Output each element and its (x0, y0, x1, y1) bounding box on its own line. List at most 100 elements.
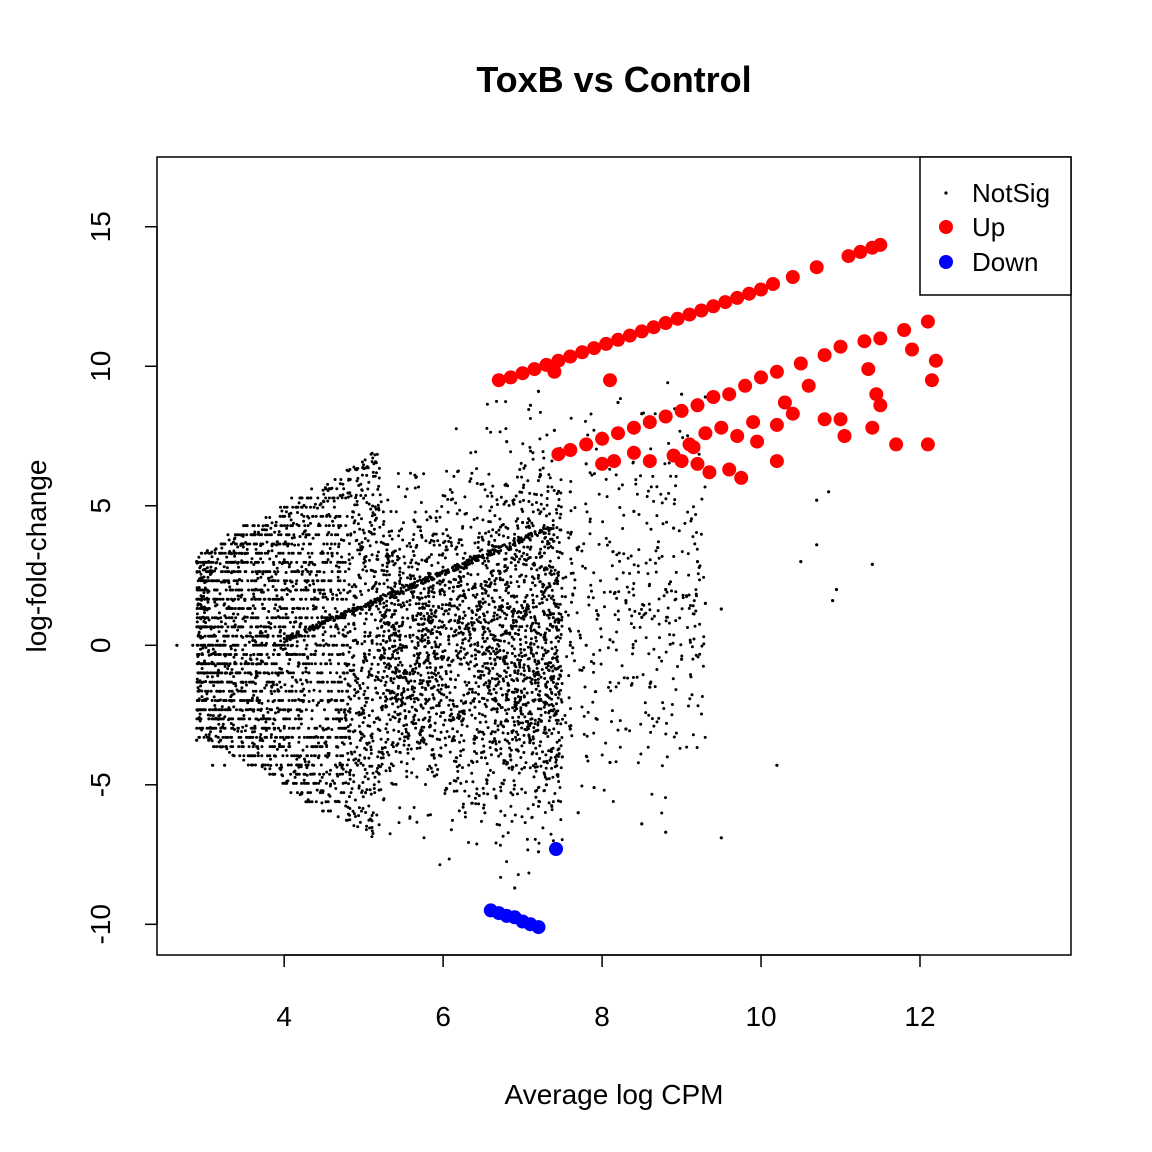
up-point (551, 447, 566, 462)
up-point (873, 398, 888, 413)
up-point (785, 270, 800, 284)
up-point (658, 316, 673, 330)
up-point (690, 456, 705, 471)
up-point (575, 345, 590, 360)
up-point (777, 395, 792, 410)
x-tick-label: 6 (435, 1001, 451, 1032)
up-point (702, 465, 717, 480)
up-point (817, 348, 832, 363)
y-tick-label: 15 (85, 211, 116, 242)
up-point (515, 366, 530, 381)
up-point (873, 331, 888, 346)
x-tick-label: 12 (904, 1001, 935, 1032)
up-point (599, 336, 614, 351)
up-point (722, 462, 737, 477)
up-point (734, 470, 749, 485)
up-point (714, 420, 729, 435)
up-point (920, 314, 935, 329)
notsig-point (775, 763, 779, 767)
up-point (491, 373, 506, 388)
notsig-point (827, 490, 831, 494)
x-axis: 4 6 8 10 12 (276, 954, 936, 1032)
x-tick-label: 10 (745, 1001, 776, 1032)
up-point (694, 303, 709, 318)
y-axis-label: log-fold-change (21, 459, 52, 652)
notsig-point (719, 607, 723, 611)
legend-marker-notsig (944, 191, 948, 195)
up-point (865, 420, 880, 435)
up-point (611, 426, 625, 441)
up-point (579, 437, 594, 452)
notsig-point (672, 526, 676, 530)
notsig-point (552, 601, 557, 606)
up-point (666, 448, 681, 463)
notsig-point (624, 727, 628, 731)
notsig-point (834, 587, 839, 592)
up-point (626, 420, 641, 435)
notsig-point (544, 783, 549, 787)
up-point (754, 370, 768, 385)
notsig-point-cloud (195, 381, 707, 879)
legend-marker-down (939, 255, 953, 269)
notsig-point (576, 811, 580, 815)
legend-label-down: Down (972, 247, 1038, 277)
up-point (785, 406, 800, 421)
legend-label-notsig: NotSig (972, 178, 1050, 208)
chart-title: ToxB vs Control (476, 59, 751, 100)
up-point (920, 437, 935, 452)
up-point (551, 353, 566, 368)
notsig-point (568, 727, 572, 731)
notsig-point (505, 440, 509, 444)
notsig-point (191, 643, 195, 647)
up-point (801, 378, 816, 393)
legend-marker-up (939, 220, 953, 234)
notsig-point (584, 462, 588, 466)
notsig-point (640, 822, 644, 826)
notsig-point (223, 763, 227, 767)
up-point (766, 277, 780, 291)
notsig-point (568, 643, 572, 647)
x-axis-label: Average log CPM (505, 1079, 724, 1110)
y-tick-label: 5 (85, 498, 116, 514)
y-tick-label: 0 (85, 637, 116, 653)
notsig-cloud-path (195, 381, 707, 879)
up-point (527, 362, 542, 377)
up-point (750, 434, 765, 449)
notsig-point (207, 560, 211, 564)
up-point (833, 412, 848, 427)
up-point (607, 454, 621, 469)
up-point (503, 370, 518, 385)
y-tick-label: -10 (85, 904, 116, 944)
up-point (587, 341, 602, 356)
notsig-point (207, 738, 211, 742)
notsig-point (219, 643, 223, 647)
up-point (626, 445, 641, 460)
legend-label-up: Up (972, 212, 1005, 242)
x-tick-label: 4 (276, 1001, 292, 1032)
notsig-point (211, 763, 215, 767)
up-point (833, 339, 848, 354)
notsig-point (632, 509, 636, 513)
up-point (738, 378, 753, 393)
notsig-point (219, 738, 223, 742)
up-point (769, 417, 784, 432)
notsig-point (608, 760, 612, 765)
up-point (817, 412, 832, 427)
y-tick-label: -5 (85, 772, 116, 797)
up-point (622, 328, 637, 343)
up-point (742, 286, 757, 301)
y-axis: -10 -5 0 5 10 15 (85, 211, 158, 945)
up-point (563, 443, 578, 457)
notsig-point (552, 428, 557, 432)
up-point (857, 334, 872, 349)
notsig-point (536, 573, 541, 578)
notsig-point (680, 657, 684, 661)
up-point (658, 409, 673, 424)
up-point (547, 364, 562, 379)
notsig-point (640, 615, 644, 620)
y-tick-label: 10 (85, 351, 116, 382)
notsig-point (664, 830, 668, 834)
up-point (690, 398, 705, 413)
up-point (670, 311, 685, 326)
